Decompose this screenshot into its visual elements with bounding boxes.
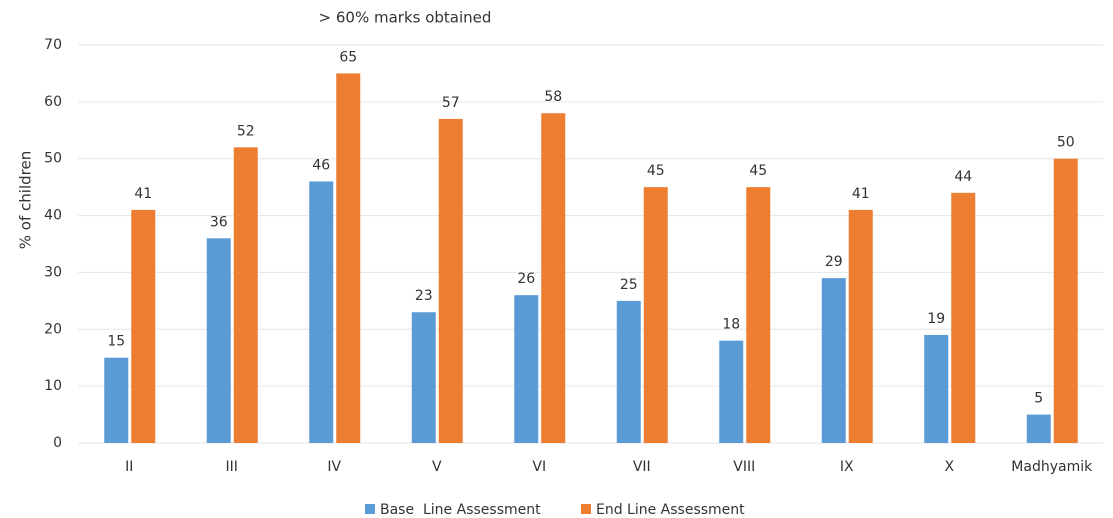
bar — [438, 118, 463, 444]
bar — [541, 113, 566, 443]
x-tick-label: VII — [633, 459, 651, 475]
x-tick-label: IX — [840, 459, 854, 475]
bar — [746, 187, 771, 443]
value-label: 25 — [620, 277, 638, 293]
value-label: 52 — [237, 123, 255, 139]
y-tick-label: 60 — [44, 94, 62, 110]
y-tick-label: 10 — [44, 378, 62, 394]
y-tick-label: 50 — [44, 151, 62, 167]
value-label: 18 — [722, 317, 740, 333]
value-label: 45 — [647, 163, 665, 179]
bar — [131, 209, 156, 443]
x-tick-label: VIII — [733, 459, 755, 475]
value-label: 50 — [1057, 135, 1075, 151]
value-label: 5 — [1034, 391, 1043, 407]
bar — [206, 238, 231, 443]
y-tick-label: 30 — [44, 264, 62, 280]
bar — [104, 357, 129, 443]
value-label: 15 — [107, 334, 125, 350]
y-tick-label: 40 — [44, 208, 62, 224]
bar — [643, 187, 668, 443]
value-label: 46 — [312, 157, 330, 173]
x-tick-label: Madhyamik — [1011, 459, 1093, 475]
bar — [821, 278, 846, 443]
chart-title: > 60% marks obtained — [319, 9, 492, 27]
bar — [1053, 158, 1078, 443]
value-label: 65 — [339, 49, 357, 65]
legend-swatch — [365, 504, 375, 514]
value-label: 45 — [749, 163, 767, 179]
bar — [336, 73, 361, 443]
value-label: 41 — [134, 186, 152, 202]
x-tick-label: VI — [532, 459, 546, 475]
x-tick-label: V — [432, 459, 442, 475]
value-label: 26 — [517, 271, 535, 287]
x-tick-label: III — [226, 459, 238, 475]
x-tick-label: X — [944, 459, 954, 475]
y-tick-label: 0 — [53, 435, 62, 451]
bar — [848, 209, 873, 443]
x-tick-label: IV — [327, 459, 341, 475]
bar — [616, 300, 641, 443]
legend-label: Base Line Assessment — [380, 502, 541, 518]
bar — [514, 295, 539, 443]
bar — [411, 312, 436, 443]
value-label: 19 — [927, 311, 945, 327]
value-label: 23 — [415, 288, 433, 304]
value-label: 44 — [954, 169, 972, 185]
bar — [1026, 414, 1051, 443]
x-tick-label: II — [125, 459, 133, 475]
bar — [309, 181, 334, 443]
bar — [233, 147, 258, 444]
bar — [951, 192, 976, 443]
legend-swatch — [581, 504, 591, 514]
y-tick-label: 20 — [44, 321, 62, 337]
bar — [719, 340, 744, 443]
legend-label: End Line Assessment — [596, 502, 745, 518]
value-label: 41 — [852, 186, 870, 202]
value-label: 36 — [210, 214, 228, 230]
y-axis-label: % of children — [17, 151, 35, 249]
y-tick-label: 70 — [44, 37, 62, 53]
value-label: 58 — [544, 89, 562, 105]
bar — [924, 334, 949, 443]
value-label: 57 — [442, 95, 460, 111]
value-label: 29 — [825, 254, 843, 270]
